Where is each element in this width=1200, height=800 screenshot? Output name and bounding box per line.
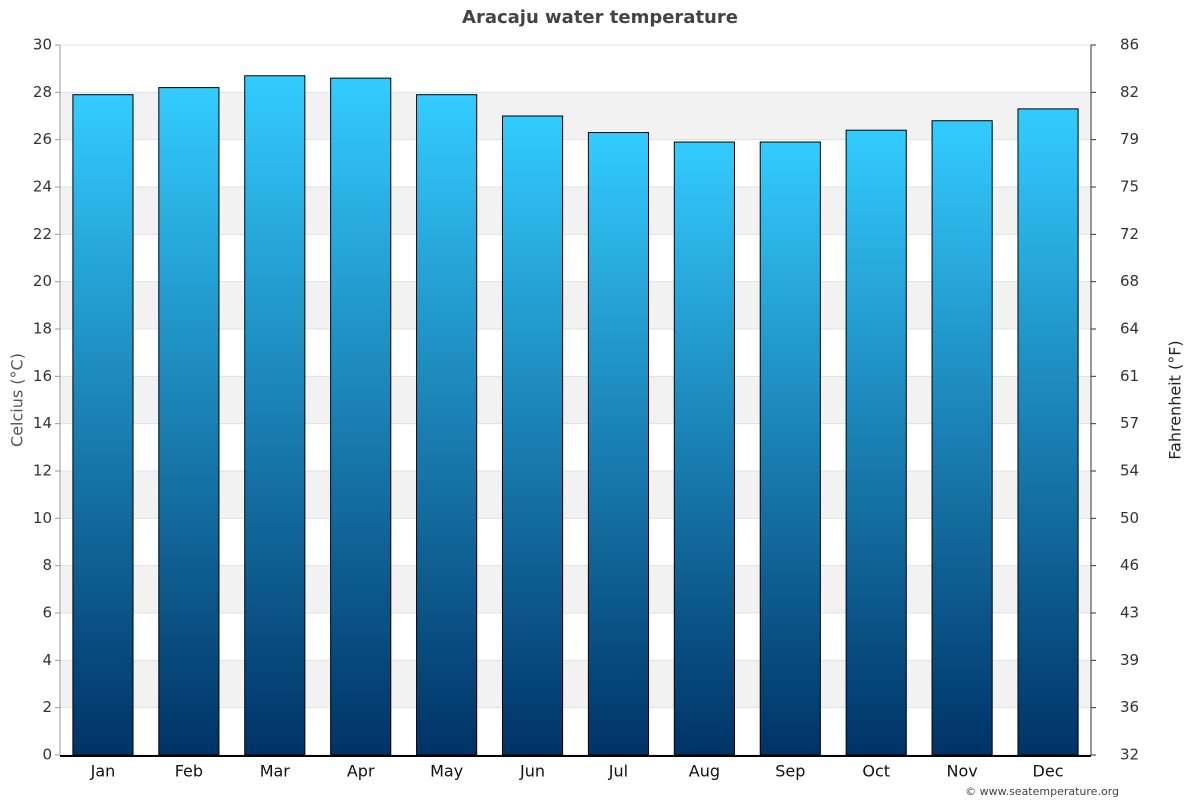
y2-tick-label: 46 (1120, 556, 1139, 574)
bar (244, 75, 306, 756)
grid-band (60, 376, 1091, 424)
grid-band (60, 187, 1091, 235)
x-tick-label: Nov (947, 762, 978, 781)
y-tick-label: 16 (33, 367, 52, 385)
bar (587, 132, 650, 756)
y2-tick-label: 61 (1120, 367, 1139, 385)
grid-band (60, 471, 1091, 519)
x-tick-label: Oct (862, 762, 890, 781)
y-tick-label: 2 (42, 698, 52, 716)
grid-band (60, 565, 1091, 613)
bar (1017, 108, 1079, 756)
y-tick-label: 10 (33, 509, 52, 527)
y2-tick-label: 72 (1120, 225, 1139, 243)
y-tick-label: 12 (33, 462, 52, 480)
y-tick-label: 4 (42, 651, 52, 669)
bar (501, 115, 564, 756)
y2-tick-label: 54 (1120, 462, 1139, 480)
bar (845, 129, 907, 756)
grid-band (60, 660, 1091, 708)
y2-tick-label: 68 (1120, 272, 1139, 290)
bar (931, 120, 993, 756)
y2-tick-label: 39 (1120, 651, 1139, 669)
y-tick-label: 0 (42, 746, 52, 764)
y2-axis-label: Fahrenheit (°F) (1166, 340, 1185, 459)
x-tick-label: Jul (608, 762, 628, 781)
bar (158, 87, 220, 756)
y-tick-label: 8 (42, 556, 52, 574)
bar (759, 141, 821, 756)
y-tick-label: 14 (33, 414, 52, 432)
x-tick-label: Jan (90, 762, 116, 781)
x-tick-label: Jun (519, 762, 545, 781)
y-axis-label: Celcius (°C) (8, 353, 27, 447)
y2-tick-label: 36 (1120, 698, 1139, 716)
x-tick-label: Dec (1033, 762, 1064, 781)
bar (416, 94, 478, 756)
x-tick-label: Sep (775, 762, 805, 781)
x-tick-label: Mar (260, 762, 291, 781)
y-tick-label: 28 (33, 83, 52, 101)
y2-tick-label: 57 (1120, 414, 1139, 432)
y-tick-label: 24 (33, 178, 52, 196)
x-tick-label: Aug (689, 762, 720, 781)
y2-tick-label: 86 (1120, 36, 1139, 54)
y2-tick-label: 43 (1120, 604, 1139, 622)
bar (330, 77, 392, 756)
grid-band (60, 92, 1091, 140)
grid-band (60, 281, 1091, 329)
y2-tick-label: 64 (1120, 320, 1139, 338)
credit: © www.seatemperature.org (965, 785, 1119, 798)
bar (673, 141, 735, 756)
y-tick-label: 30 (33, 36, 52, 54)
bar (72, 94, 134, 756)
chart-title: Aracaju water temperature (462, 7, 738, 28)
y-tick-label: 20 (33, 272, 52, 290)
x-tick-label: Apr (347, 762, 375, 781)
x-tick-label: Feb (175, 762, 203, 781)
y-tick-label: 22 (33, 225, 52, 243)
y2-tick-label: 75 (1120, 178, 1139, 196)
y-tick-label: 18 (33, 320, 52, 338)
x-tick-label: May (430, 762, 463, 781)
y2-tick-label: 50 (1120, 509, 1139, 527)
y2-tick-label: 32 (1120, 746, 1139, 764)
y2-tick-label: 79 (1120, 130, 1139, 148)
y-tick-label: 6 (42, 604, 52, 622)
y-tick-label: 26 (33, 130, 52, 148)
y2-tick-label: 82 (1120, 83, 1139, 101)
